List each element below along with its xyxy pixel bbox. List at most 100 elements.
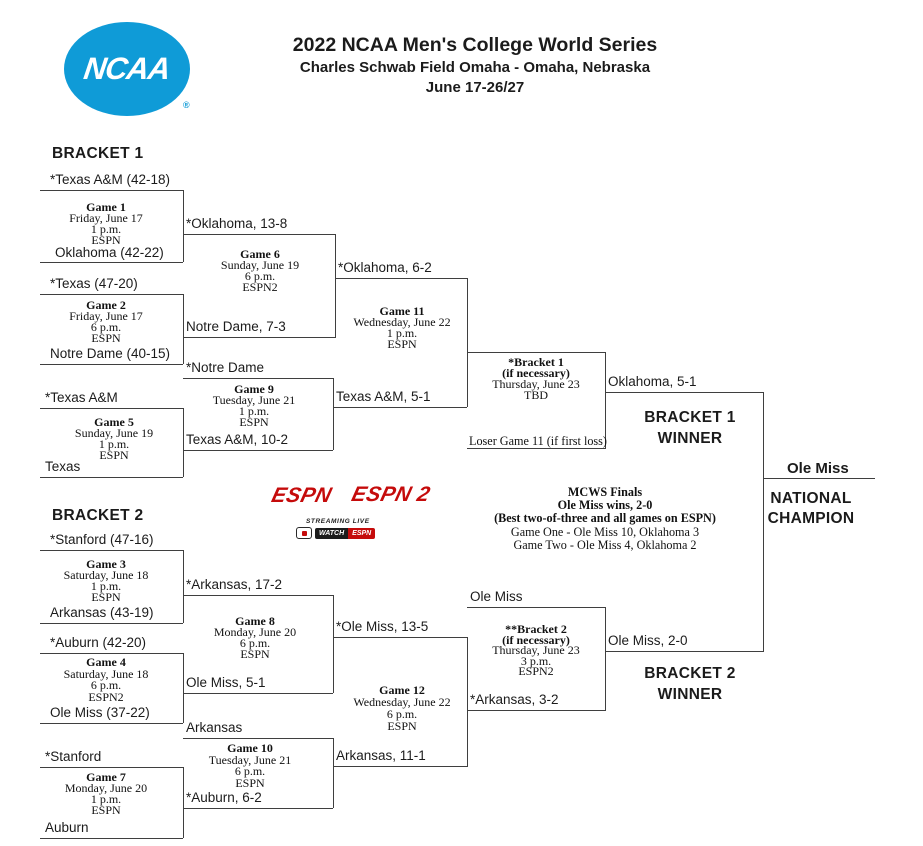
game-date: Friday, June 17	[69, 211, 143, 225]
bracket2-winner-line1: BRACKET 2	[644, 665, 736, 682]
team-slot: Auburn	[45, 820, 89, 835]
game-network: ESPN	[387, 337, 417, 351]
game-network: ESPN	[387, 719, 417, 733]
watch-espn-label: ESPN	[348, 527, 376, 539]
bracket-line	[183, 408, 185, 477]
bracket-line	[40, 364, 183, 366]
game-network: ESPN	[239, 415, 269, 429]
bracket2-header: BRACKET 2	[52, 507, 144, 524]
bracket-line	[335, 234, 337, 338]
game-time: 1 p.m.	[90, 579, 122, 593]
bracket-line	[335, 278, 467, 280]
bracket-line	[40, 550, 183, 552]
bracket-line	[40, 653, 183, 655]
game-date: Thursday, June 23	[492, 643, 580, 657]
game-title: Game 2	[86, 298, 126, 312]
bracket-line	[183, 550, 185, 623]
team-slot: Notre Dame (40-15)	[50, 346, 171, 361]
game-title: Game 1	[86, 200, 126, 214]
espn-logo: ESPN	[269, 484, 335, 507]
team-slot: *Texas A&M (42-18)	[50, 172, 171, 187]
bracket1-winner-line2: WINNER	[657, 430, 723, 447]
game-title: Game 11	[379, 304, 425, 318]
bracket-line	[467, 710, 606, 712]
team-slot: Ole Miss (37-22)	[50, 705, 150, 720]
finals-title: MCWS Finals	[567, 485, 643, 499]
game-time: 6 p.m.	[90, 678, 122, 692]
bracket-line	[40, 838, 183, 840]
game-network: ESPN2	[88, 689, 124, 704]
game-title: Game 12	[379, 683, 425, 697]
game-title: Game 6	[240, 247, 280, 261]
bracket-line	[605, 651, 764, 653]
team-slot: Arkansas	[186, 720, 243, 735]
bracket-line	[333, 595, 335, 693]
bracket-line	[333, 738, 335, 808]
team-slot: Ole Miss, 5-1	[186, 675, 266, 690]
team-slot: *Stanford (47-16)	[50, 532, 154, 547]
bracket-line	[467, 352, 606, 354]
watch-espn-pill: WATCH ESPN	[315, 527, 376, 539]
game11-info: Game 11 Wednesday, June 22 1 p.m. ESPN	[332, 304, 472, 351]
game-date: Monday, June 20	[64, 781, 148, 795]
bracket-line	[467, 637, 469, 766]
game-date: Saturday, June 18	[63, 568, 149, 582]
bracket-line	[183, 653, 185, 723]
bracket1-ifnecessary-info: *Bracket 1 (if necessary) Thursday, June…	[467, 356, 605, 402]
game-network: ESPN2	[518, 664, 554, 678]
bracket-line	[467, 278, 469, 407]
game2-info: Game 2 Friday, June 17 6 p.m. ESPN	[36, 298, 176, 344]
game10-info: Game 10 Tuesday, June 21 6 p.m. ESPN	[180, 741, 320, 790]
game-time: 1 p.m.	[98, 437, 130, 451]
game-time: 3 p.m.	[520, 653, 552, 668]
venue-subtitle: Charles Schwab Field Omaha - Omaha, Nebr…	[299, 59, 651, 76]
game-date: Friday, June 17	[69, 309, 143, 323]
game5-info: Game 5 Sunday, June 19 1 p.m. ESPN	[44, 416, 184, 461]
game-title: Game 9	[234, 382, 274, 396]
bracket-line	[183, 738, 333, 740]
game-date: Wednesday, June 22	[353, 695, 451, 709]
bracket-line	[183, 337, 336, 339]
team-slot: *Notre Dame	[186, 360, 265, 375]
mcws-finals-summary: MCWS Finals Ole Miss wins, 2-0 (Best two…	[455, 485, 755, 552]
bracket-line	[40, 723, 183, 725]
bracket-line	[333, 407, 467, 409]
game-time: 6 p.m.	[234, 764, 266, 778]
team-slot: Texas	[45, 459, 81, 474]
game-time: 6 p.m.	[244, 269, 276, 283]
game-title: Game 7	[86, 770, 126, 784]
bracket-line	[183, 693, 333, 695]
champion-line	[763, 478, 875, 480]
bracket2-winner-label: BRACKET 2 WINNER	[610, 663, 770, 705]
bracket-line	[40, 477, 183, 479]
game-date: Sunday, June 19	[74, 426, 154, 440]
bracket-line	[333, 378, 335, 450]
game-title: Game 3	[86, 557, 126, 571]
finals-format: (Best two-of-three and all games on ESPN…	[494, 511, 716, 526]
game-title: Game 10	[227, 741, 273, 755]
espn2-logo: ESPN 2	[349, 483, 433, 506]
national-champion-label: NATIONAL CHAMPION	[736, 489, 886, 528]
game7-info: Game 7 Monday, June 20 1 p.m. ESPN	[36, 770, 176, 817]
game-network: ESPN	[91, 590, 121, 604]
loser-note: Loser Game 11 (if first loss)	[469, 434, 607, 448]
team-slot: *Auburn (42-20)	[50, 635, 147, 650]
game-date: Wednesday, June 22	[353, 315, 451, 329]
watch-label: WATCH	[315, 527, 349, 539]
team-slot: Notre Dame, 7-3	[186, 319, 286, 334]
finals-result: Ole Miss wins, 2-0	[557, 498, 653, 513]
game-network: ESPN	[240, 647, 270, 661]
game9-info: Game 9 Tuesday, June 21 1 p.m. ESPN	[184, 382, 324, 429]
game-network: ESPN	[235, 775, 265, 790]
bracket-line	[183, 234, 336, 236]
bracket-line	[183, 294, 185, 364]
game-date: Thursday, June 23	[492, 377, 580, 391]
finals-game-one: Game One - Ole Miss 10, Oklahoma 3	[510, 524, 700, 539]
game-network: ESPN	[91, 803, 121, 817]
finals-game-two: Game Two - Ole Miss 4, Oklahoma 2	[513, 537, 697, 552]
team-slot: Oklahoma (42-22)	[55, 245, 164, 260]
game-title: Game 4	[86, 655, 126, 669]
game-time: TBD	[524, 388, 548, 402]
ncaa-logo-text: NCAA	[81, 51, 173, 86]
game-date: Tuesday, June 21	[212, 393, 296, 407]
